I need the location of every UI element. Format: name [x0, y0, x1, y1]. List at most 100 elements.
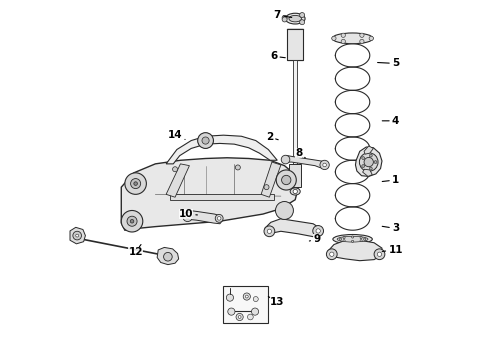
Circle shape [326, 249, 337, 260]
Circle shape [122, 211, 143, 232]
Circle shape [76, 234, 78, 237]
Text: 10: 10 [178, 209, 197, 219]
Polygon shape [265, 219, 320, 237]
Circle shape [323, 163, 326, 167]
Bar [293, 60, 297, 187]
Circle shape [374, 161, 377, 163]
Circle shape [253, 297, 258, 302]
Polygon shape [261, 162, 281, 197]
Circle shape [125, 173, 147, 194]
Bar [287, 29, 303, 60]
Circle shape [369, 154, 372, 157]
Circle shape [362, 157, 365, 159]
Circle shape [226, 294, 234, 301]
Circle shape [134, 182, 137, 185]
Circle shape [313, 226, 323, 236]
Circle shape [341, 33, 345, 37]
Circle shape [341, 39, 345, 44]
Circle shape [299, 20, 305, 25]
Ellipse shape [333, 234, 372, 244]
Polygon shape [166, 164, 190, 197]
Circle shape [362, 165, 365, 167]
Text: 7: 7 [273, 10, 292, 20]
Circle shape [332, 36, 336, 41]
Polygon shape [283, 156, 327, 168]
Bar [223, 286, 269, 323]
Circle shape [360, 39, 364, 44]
Circle shape [374, 249, 385, 260]
Circle shape [377, 252, 382, 256]
Circle shape [343, 240, 345, 242]
Polygon shape [166, 135, 277, 164]
Polygon shape [70, 227, 85, 244]
Circle shape [127, 216, 137, 226]
Text: 4: 4 [382, 116, 399, 126]
Ellipse shape [290, 188, 300, 195]
Circle shape [281, 155, 290, 164]
Bar [290, 164, 301, 187]
Text: 9: 9 [309, 234, 320, 244]
Circle shape [340, 238, 342, 240]
Circle shape [359, 153, 378, 171]
Circle shape [282, 15, 287, 20]
Text: 6: 6 [270, 51, 285, 61]
Circle shape [320, 160, 329, 170]
Text: 2: 2 [266, 132, 278, 142]
Circle shape [316, 229, 320, 233]
Circle shape [245, 295, 248, 298]
Circle shape [251, 308, 259, 315]
Text: 12: 12 [128, 244, 143, 257]
Text: 3: 3 [382, 224, 399, 233]
Circle shape [183, 212, 192, 222]
Polygon shape [170, 194, 274, 200]
Circle shape [299, 13, 305, 18]
Circle shape [364, 157, 373, 167]
Circle shape [276, 170, 296, 190]
Circle shape [364, 238, 366, 240]
Polygon shape [363, 169, 372, 176]
Circle shape [235, 165, 240, 170]
Text: 13: 13 [269, 297, 285, 307]
Circle shape [282, 17, 287, 22]
Text: 8: 8 [295, 148, 305, 158]
Circle shape [351, 240, 354, 242]
Text: 11: 11 [382, 245, 403, 255]
Polygon shape [184, 211, 223, 224]
Circle shape [215, 215, 223, 222]
Circle shape [236, 314, 243, 320]
Circle shape [267, 229, 271, 233]
Circle shape [264, 226, 275, 237]
Circle shape [73, 231, 81, 240]
Circle shape [131, 179, 141, 189]
Circle shape [228, 308, 235, 315]
Circle shape [202, 137, 209, 144]
Circle shape [243, 293, 250, 300]
Circle shape [369, 36, 373, 41]
Ellipse shape [289, 15, 301, 22]
Circle shape [172, 167, 177, 172]
Circle shape [197, 133, 214, 148]
Circle shape [282, 175, 291, 185]
Circle shape [247, 314, 253, 320]
Circle shape [264, 185, 269, 190]
Circle shape [186, 215, 190, 219]
Circle shape [360, 237, 362, 239]
Polygon shape [122, 158, 299, 230]
Circle shape [369, 167, 372, 170]
Text: 1: 1 [382, 175, 399, 185]
Circle shape [343, 237, 345, 239]
Circle shape [130, 220, 134, 223]
Circle shape [164, 252, 172, 261]
Polygon shape [355, 147, 382, 176]
Polygon shape [157, 247, 179, 265]
Circle shape [360, 240, 362, 242]
Ellipse shape [285, 13, 305, 24]
Circle shape [360, 33, 364, 37]
Text: 5: 5 [378, 58, 399, 68]
Polygon shape [364, 146, 373, 154]
Ellipse shape [332, 33, 373, 44]
Ellipse shape [337, 236, 368, 242]
Circle shape [293, 189, 297, 194]
Circle shape [218, 217, 221, 220]
Text: 14: 14 [168, 130, 185, 140]
